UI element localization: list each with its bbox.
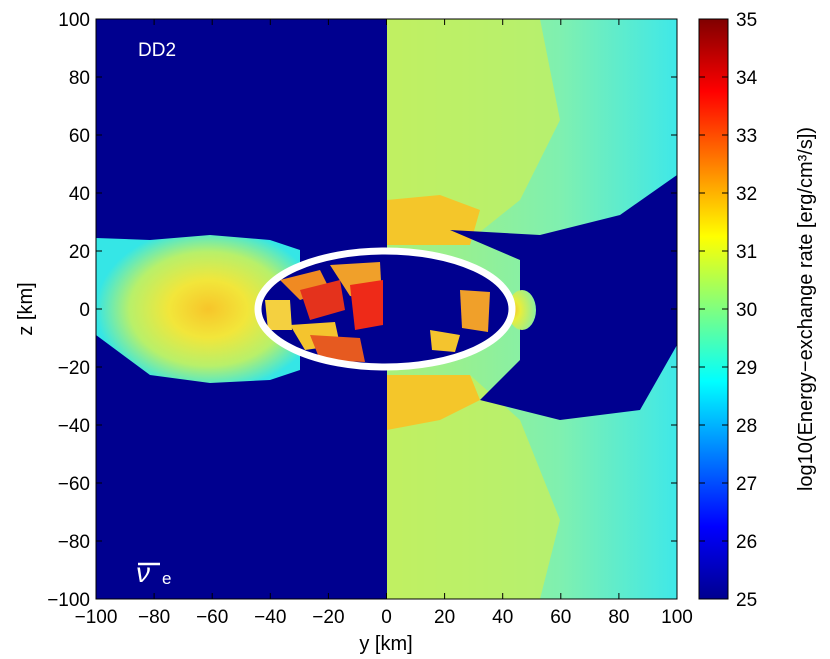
colorbar-tick-label: 28 <box>736 416 757 437</box>
x-tick-label: −20 <box>312 607 344 628</box>
colorbar-tick-label: 35 <box>736 10 757 31</box>
colorbar-tick-label: 33 <box>736 126 757 147</box>
right-equatorial-dark-region <box>450 175 677 420</box>
heatmap-image <box>96 19 677 599</box>
x-tick-label: 60 <box>550 607 571 628</box>
y-tick-label: 40 <box>69 184 90 205</box>
y-tick-label: −20 <box>58 358 90 379</box>
y-tick-label: 100 <box>58 10 90 31</box>
colorbar-ticks: 25 26 27 28 29 30 31 32 33 34 35 <box>699 10 758 611</box>
right-lower-core <box>387 375 480 430</box>
x-axis-ticks: −100 −80 −60 −40 −20 0 20 40 60 80 100 <box>75 19 693 628</box>
y-tick-label: −100 <box>47 590 90 611</box>
core-hotspots <box>265 262 490 362</box>
x-tick-label: 80 <box>608 607 629 628</box>
y-tick-label: −40 <box>58 416 90 437</box>
x-tick-label: 20 <box>434 607 455 628</box>
colorbar-tick-label: 29 <box>736 358 757 379</box>
y-tick-label: 60 <box>69 126 90 147</box>
boundary-contour <box>254 247 516 371</box>
left-equatorial-lobe <box>96 235 300 383</box>
y-tick-label: 20 <box>69 242 90 263</box>
x-tick-label: −100 <box>75 607 118 628</box>
x-tick-label: −60 <box>196 607 228 628</box>
y-axis-ticks: −100 −80 −60 −40 −20 0 20 40 60 80 100 <box>47 10 677 611</box>
colorbar-tick-label: 30 <box>736 300 757 321</box>
x-tick-label: 0 <box>381 607 392 628</box>
colorbar-label: log10(Energy−exchange rate [erg/cm³/s]) <box>795 127 817 491</box>
colorbar-tick-label: 25 <box>736 590 757 611</box>
y-axis-label: z [km] <box>15 282 37 335</box>
x-tick-label: 100 <box>661 607 693 628</box>
right-inner-lobe <box>508 290 536 330</box>
right-lower-plume <box>387 375 560 599</box>
x-tick-label: −40 <box>254 607 286 628</box>
x-tick-label: −80 <box>138 607 170 628</box>
species-subscript: e <box>162 569 171 588</box>
species-label: ν e <box>136 557 171 588</box>
right-upper-plume <box>387 19 560 240</box>
colorbar-tick-label: 27 <box>736 474 757 495</box>
model-label: DD2 <box>138 40 176 61</box>
x-tick-label: 40 <box>492 607 513 628</box>
y-tick-label: 0 <box>79 300 90 321</box>
y-tick-label: 80 <box>69 68 90 89</box>
colorbar-tick-label: 34 <box>736 68 758 89</box>
x-axis-label: y [km] <box>359 633 412 655</box>
species-symbol: ν <box>136 557 150 588</box>
colorbar-tick-label: 32 <box>736 184 757 205</box>
y-tick-label: −80 <box>58 532 90 553</box>
colorbar-tick-label: 26 <box>736 532 757 553</box>
colorbar-tick-label: 31 <box>736 242 757 263</box>
y-tick-label: −60 <box>58 474 90 495</box>
